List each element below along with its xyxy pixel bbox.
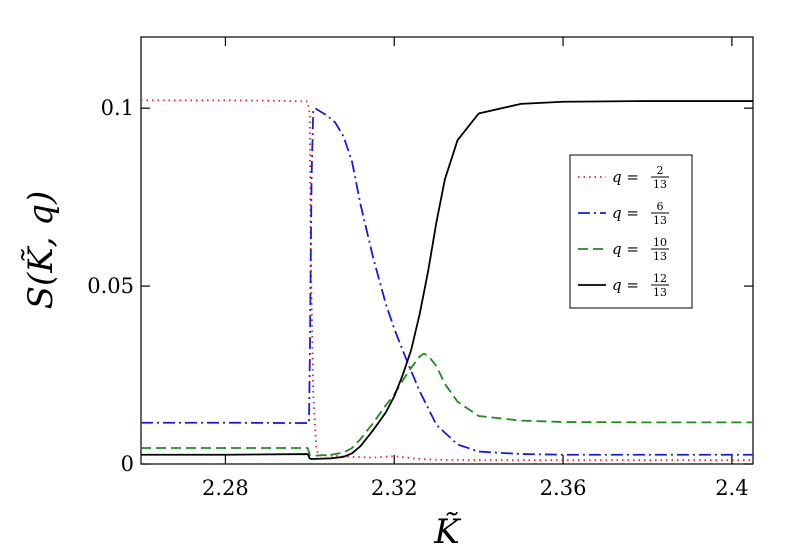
y-axis-label: S(K̃, q) [21,191,61,310]
y-tick-label: 0.05 [87,274,134,298]
legend-label-0: q = [612,168,639,186]
plot-frame [140,36,754,465]
x-tick-label: 2.32 [371,476,418,500]
legend-label-1: q = [612,204,639,222]
legend-frac-den-0: 13 [653,178,667,191]
x-tick-label: 2.36 [540,476,587,500]
legend-label-2: q = [612,240,639,258]
legend-frac-den-3: 13 [653,286,667,299]
legend-frac-num-3: 12 [653,272,667,285]
legend-frac-den-1: 13 [653,214,667,227]
legend-frac-num-2: 10 [653,236,667,249]
y-tick-label: 0 [121,452,134,476]
x-tick-label: 2.4 [715,476,748,500]
y-tick-label: 0.1 [101,96,134,120]
legend-frac-num-0: 2 [657,164,664,177]
series-line-1 [141,107,753,456]
legend-frac-num-1: 6 [657,200,664,213]
series-line-2 [141,352,753,457]
x-axis-label: K̃ [433,512,462,552]
series-line-3 [141,100,753,460]
legend-frac-den-2: 13 [653,250,667,263]
ticks: 2.28 2.32 2.36 2.4 0 0.05 0.1 [87,37,753,500]
x-tick-label: 2.28 [202,476,249,500]
legend-label-3: q = [612,276,639,294]
legend-box [569,154,693,309]
series-layer [141,99,753,461]
